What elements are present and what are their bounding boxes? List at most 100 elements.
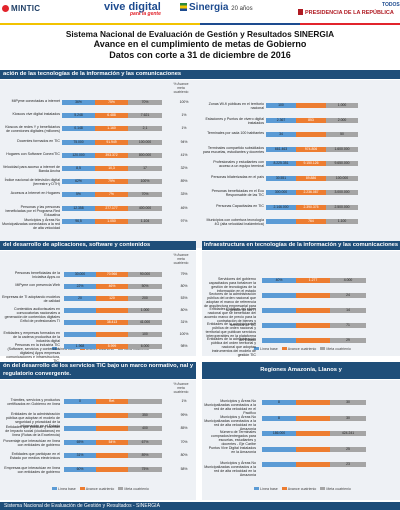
indicator-bar-segment[interactable]	[326, 132, 358, 137]
indicator-bar-segment[interactable]	[95, 166, 128, 171]
indicator-bar-segment[interactable]	[96, 320, 128, 325]
indicator-bar-segment[interactable]	[128, 218, 162, 224]
presidency-logo[interactable]: PRESIDENCIA DE LA REPÚBLICA	[298, 9, 394, 16]
indicator-bar-segment[interactable]	[96, 439, 128, 445]
indicator-bar-segment[interactable]	[64, 332, 96, 337]
indicator-bar-segment[interactable]	[296, 190, 326, 195]
indicator-bar-segment[interactable]	[95, 139, 128, 145]
indicator-bar-segment[interactable]	[128, 166, 162, 171]
indicator-bar-segment[interactable]	[296, 161, 326, 166]
indicator-bar-segment[interactable]	[330, 446, 366, 452]
indicator-bar-segment[interactable]	[128, 284, 162, 289]
indicator-bar-segment[interactable]	[266, 103, 296, 108]
indicator-bar-segment[interactable]	[296, 146, 326, 152]
indicator-bar-segment[interactable]	[262, 415, 296, 421]
indicator-bar-segment[interactable]	[296, 308, 330, 313]
indicator-bar-segment[interactable]	[262, 278, 296, 283]
indicator-bar-segment[interactable]	[330, 431, 366, 436]
indicator-bar-segment[interactable]	[128, 466, 162, 472]
indicator-bar-segment[interactable]	[296, 293, 330, 298]
indicator-bar-segment[interactable]	[95, 179, 128, 185]
indicator-bar-segment[interactable]	[64, 320, 96, 325]
indicator-bar-segment[interactable]	[64, 453, 96, 458]
indicator-bar-segment[interactable]	[128, 113, 162, 119]
indicator-bar-segment[interactable]	[64, 284, 96, 289]
mintic-logo[interactable]: MINTIC	[2, 4, 40, 13]
indicator-bar-segment[interactable]	[262, 462, 296, 467]
indicator-bar-segment[interactable]	[96, 332, 128, 337]
indicator-bar-segment[interactable]	[296, 415, 330, 421]
indicator-bar-segment[interactable]	[62, 166, 95, 171]
indicator-bar-segment[interactable]	[96, 308, 128, 313]
indicator-bar-segment[interactable]	[296, 175, 326, 181]
indicator-bar-segment[interactable]	[62, 152, 95, 158]
indicator-bar-segment[interactable]	[266, 219, 296, 224]
indicator-bar-segment[interactable]	[96, 284, 128, 289]
indicator-bar-segment[interactable]	[262, 338, 296, 343]
indicator-bar-segment[interactable]	[330, 415, 366, 421]
indicator-bar-segment[interactable]	[326, 146, 358, 152]
indicator-bar-segment[interactable]	[330, 400, 366, 405]
indicator-bar-segment[interactable]	[296, 323, 330, 328]
indicator-bar-segment[interactable]	[128, 453, 162, 458]
indicator-bar-segment[interactable]	[95, 152, 128, 158]
indicator-bar-segment[interactable]	[62, 205, 95, 211]
indicator-bar-segment[interactable]	[128, 439, 162, 445]
indicator-bar-segment[interactable]	[330, 462, 366, 467]
indicator-bar-segment[interactable]	[266, 117, 296, 123]
indicator-bar-segment[interactable]	[95, 126, 128, 132]
indicator-bar-segment[interactable]	[96, 426, 128, 431]
indicator-bar-segment[interactable]	[262, 308, 296, 313]
indicator-bar-segment[interactable]	[95, 192, 128, 198]
indicator-bar-segment[interactable]	[96, 412, 128, 418]
indicator-bar-segment[interactable]	[326, 219, 358, 224]
indicator-bar-segment[interactable]	[62, 179, 95, 185]
indicator-bar-segment[interactable]	[96, 399, 128, 404]
indicator-bar-segment[interactable]	[62, 100, 95, 105]
indicator-bar-segment[interactable]	[64, 426, 96, 431]
indicator-bar-segment[interactable]	[96, 466, 128, 472]
indicator-bar-segment[interactable]	[95, 205, 128, 211]
indicator-bar-segment[interactable]	[96, 344, 128, 349]
indicator-bar-segment[interactable]	[128, 179, 162, 185]
indicator-bar-segment[interactable]	[64, 399, 96, 404]
indicator-bar-segment[interactable]	[326, 161, 358, 166]
indicator-bar-segment[interactable]	[128, 126, 162, 132]
indicator-bar-segment[interactable]	[96, 296, 128, 301]
indicator-bar-segment[interactable]	[262, 446, 296, 452]
indicator-bar-segment[interactable]	[266, 132, 296, 137]
indicator-bar-segment[interactable]	[262, 400, 296, 405]
indicator-bar-segment[interactable]	[266, 175, 296, 181]
vive-digital-logo[interactable]: vive digital para la gente	[104, 1, 161, 17]
indicator-bar-segment[interactable]	[296, 219, 326, 224]
indicator-bar-segment[interactable]	[296, 278, 330, 283]
indicator-bar-segment[interactable]	[64, 344, 96, 349]
indicator-bar-segment[interactable]	[128, 192, 162, 198]
indicator-bar-segment[interactable]	[296, 446, 330, 452]
indicator-bar-segment[interactable]	[330, 278, 366, 283]
indicator-bar-segment[interactable]	[96, 453, 128, 458]
indicator-bar-segment[interactable]	[296, 132, 326, 137]
indicator-bar-segment[interactable]	[266, 190, 296, 195]
indicator-bar-segment[interactable]	[296, 431, 330, 436]
indicator-bar-segment[interactable]	[128, 412, 162, 418]
indicator-bar-segment[interactable]	[128, 296, 162, 301]
indicator-bar-segment[interactable]	[296, 117, 326, 123]
indicator-bar-segment[interactable]	[128, 272, 162, 277]
indicator-bar-segment[interactable]	[296, 338, 330, 343]
indicator-bar-segment[interactable]	[296, 204, 326, 210]
indicator-bar-segment[interactable]	[128, 426, 162, 431]
indicator-bar-segment[interactable]	[62, 192, 95, 198]
indicator-bar-segment[interactable]	[128, 205, 162, 211]
indicator-bar-segment[interactable]	[62, 218, 95, 224]
todos-logo[interactable]: TODOS	[382, 2, 400, 8]
indicator-bar-segment[interactable]	[62, 126, 95, 132]
indicator-bar-segment[interactable]	[330, 323, 366, 328]
indicator-bar-segment[interactable]	[96, 272, 128, 277]
indicator-bar-segment[interactable]	[330, 338, 366, 343]
indicator-bar-segment[interactable]	[95, 113, 128, 119]
indicator-bar-segment[interactable]	[128, 332, 162, 337]
indicator-bar-segment[interactable]	[128, 100, 162, 105]
indicator-bar-segment[interactable]	[128, 344, 162, 349]
indicator-bar-segment[interactable]	[95, 218, 128, 224]
